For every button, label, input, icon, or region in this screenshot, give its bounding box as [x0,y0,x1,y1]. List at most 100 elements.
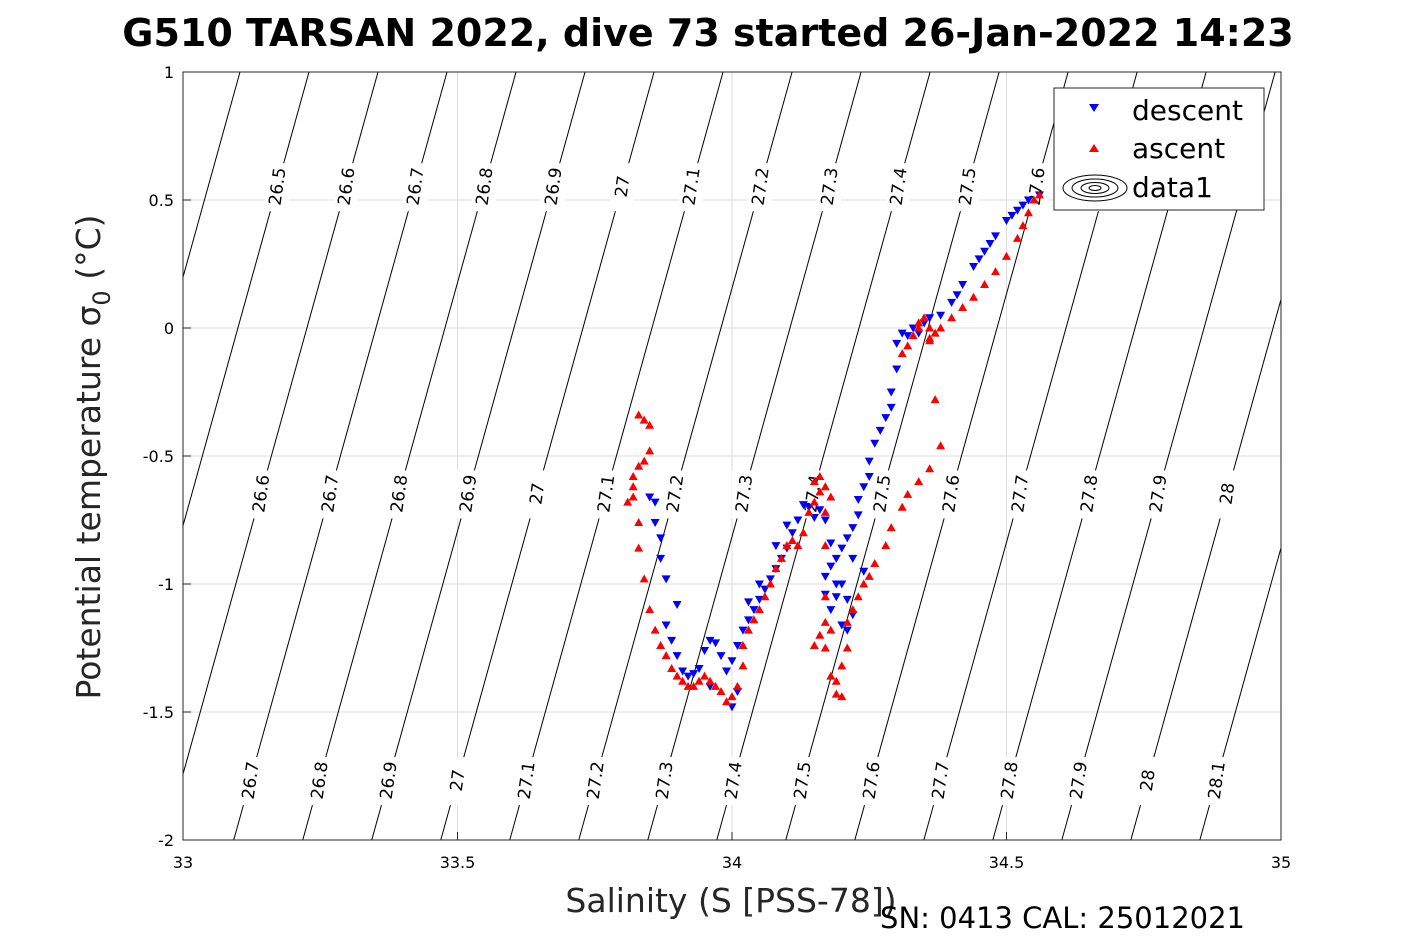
ascent-point [947,313,957,322]
descent-point [958,280,968,289]
contour-label: 27 [447,768,470,792]
contour-label-mask [524,470,549,519]
descent-point [727,657,737,666]
ascent-point [639,456,649,465]
y-tick-label: -2 [158,831,174,850]
descent-point [760,585,770,594]
contour-label-mask [679,163,704,212]
ascent-point [1002,251,1011,260]
descent-point [831,593,841,602]
contour-label-mask [1076,470,1101,519]
descent-point [886,388,896,397]
contour-label-mask [455,470,480,519]
descent-point [656,554,666,563]
plot-area: 26.5 26.6 26.7 26.8 26.9 27 27.1 27.2 27.3 27.4 27… [182,71,1282,841]
ascent-point [628,471,638,480]
ascent-point [776,553,786,562]
legend-data1-contour-icon [1062,174,1128,202]
ascent-point [908,331,918,340]
x-tick-label: 33 [173,853,193,872]
descent-point [815,506,825,515]
ascent-point [826,492,836,501]
ascent-point [656,640,666,649]
ascent-point [853,592,863,601]
contour-label-mask [265,163,290,212]
ascent-point [1018,221,1028,230]
descent-point [853,511,863,520]
ascent-point [705,676,715,685]
contour-label-mask [869,470,894,519]
ascent-point [914,477,924,486]
y-tick-label: -0.5 [143,447,174,466]
ascent-point [842,617,852,626]
contour-label-mask [307,757,332,806]
ascent-point [930,328,940,337]
contour-label-mask [748,163,773,212]
ascent-point [870,559,880,568]
contour-label-mask [1204,757,1229,806]
ascent-point [820,482,830,491]
chart-title: G510 TARSAN 2022, dive 73 started 26-Jan… [122,11,1293,55]
legend-descent-marker [1089,104,1099,112]
ascent-point [749,615,759,624]
ascent-point [650,625,660,634]
x-tick-label: 35 [1271,853,1291,872]
ascent-point [991,267,1001,276]
descent-point [689,670,699,679]
descent-point [826,539,836,548]
ascent-point [738,640,748,649]
ascent-point [914,318,924,327]
descent-point [831,580,841,589]
ascent-point [645,605,655,614]
legend: descent ascent data1 [1053,87,1265,211]
y-tick-label: 1 [164,63,174,82]
contour-label-mask [514,757,539,806]
descent-point [749,606,759,615]
descent-point [650,498,660,507]
descent-point [716,652,726,661]
descent-point [985,240,995,249]
descent-point [656,534,666,543]
x-axis-ticks: 33 33.5 34 34.5 35 [173,832,1291,872]
descent-point [881,414,891,423]
descent-point [870,439,880,448]
descent-point [903,332,913,341]
density-contour-labels: 26.5 26.6 26.7 26.8 26.9 27 27.1 27.2 27.3 27.4 27… [238,163,1239,806]
ascent-point [732,681,742,690]
contour-label-mask [662,470,687,519]
series-descent [645,191,1044,712]
ascent-point [837,692,847,701]
contour-label: 27 [612,174,635,198]
descent-point [727,703,737,712]
ascent-point [716,687,726,696]
ascent-point [969,292,979,301]
ascent-point [958,303,968,312]
descent-point [1012,206,1022,215]
descent-point [645,493,655,502]
density-contour-line [182,71,241,278]
contour-label-mask [997,757,1022,806]
legend-descent-label: descent [1132,94,1243,127]
ascent-point [645,420,655,429]
contour-label: 28 [1216,482,1239,506]
ascent-point [842,643,852,652]
ascent-point [634,518,644,527]
ascent-point [1023,208,1033,217]
ascent-point [804,507,814,516]
y-axis-label-subscript: 0 [88,290,116,305]
density-contour-line [1130,299,1282,841]
ascent-point [727,692,737,701]
ascent-point [743,625,753,634]
ascent-point [661,651,671,660]
descent-point [914,329,924,338]
descent-point [826,606,836,615]
ascent-point [930,395,940,404]
ascent-point [634,410,644,419]
contour-label-mask [472,163,497,212]
descent-point [765,575,775,584]
contour-label-mask [1214,470,1239,519]
contour-label-mask [859,757,884,806]
descent-point [848,611,858,620]
descent-point [848,524,858,533]
descent-point [952,291,962,300]
